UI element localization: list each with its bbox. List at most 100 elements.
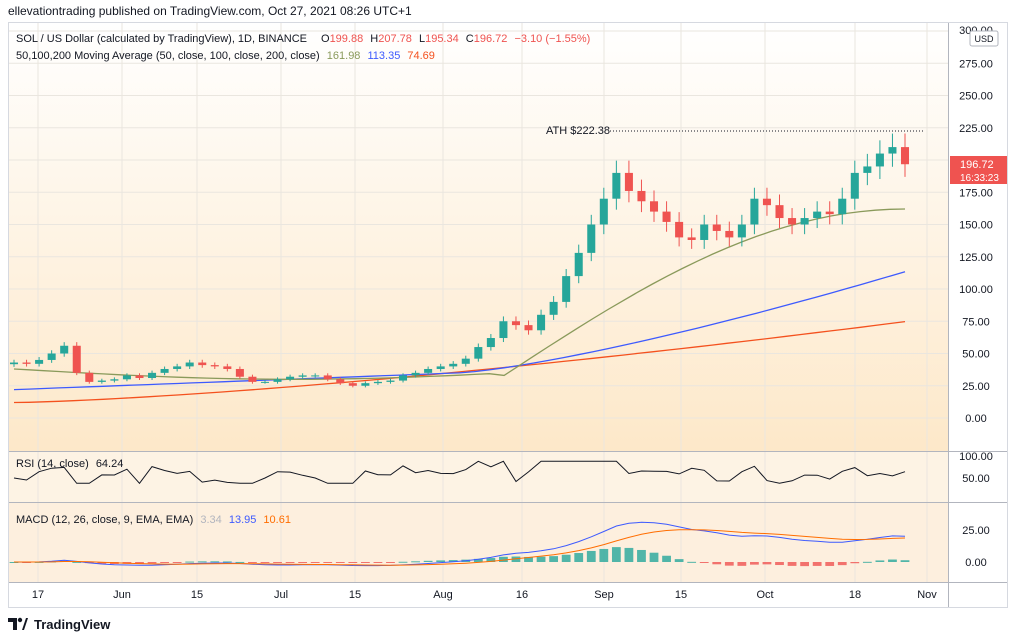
publish-text: ellevationtrading published on TradingVi… [8,4,412,18]
macd-hist-bar [411,561,420,563]
x-tick-label: Jun [113,589,131,601]
macd-hist-bar [160,562,169,563]
candle-body [775,205,784,219]
macd-hist-bar [524,556,533,562]
currency-badge[interactable] [969,30,999,47]
candle-body [875,153,884,167]
macd-pane-bg [9,503,948,582]
macd-hist-bar [888,559,897,562]
x-tick-label: Nov [917,589,937,601]
macd-hist-bar [310,562,320,563]
footer: TradingView [8,612,110,636]
macd-hist-bar [235,561,245,563]
macd-hist-bar [599,548,609,562]
h-label: H [370,33,378,45]
candle-body [399,375,408,381]
candle-body [210,365,219,367]
candle-body [486,338,495,348]
ma100-value: 113.35 [368,50,401,62]
candle-body [813,211,822,219]
candle-body [750,198,759,225]
macd-hist-bar [197,561,207,563]
candle-body [348,383,357,386]
candle-body [562,276,571,302]
signal-line [14,529,906,566]
x-tick-label: 15 [349,589,361,601]
macd-hist-bar [662,555,671,562]
legend-ohlc: O199.88 H207.78 L195.34 C196.72 −3.10 (−… [321,33,590,45]
candle-body [160,368,169,373]
candle-body [800,218,809,225]
candle-body [336,379,345,384]
candle-body [549,301,558,315]
macd-tick-label: 25.00 [962,525,990,537]
chart-frame[interactable] [8,22,1008,608]
x-tick-label: Oct [756,589,773,601]
macd-hist-bar [448,560,458,562]
ma50-value: 161.98 [327,50,361,62]
candle-body [311,375,320,377]
candle-body [386,380,395,382]
footer-brand: TradingView [34,616,111,632]
macd-hist-bar [624,547,634,562]
candle-body [675,221,684,238]
macd-pane [9,521,910,567]
macd-hist-bar [549,556,559,562]
x-tick-label: 16 [516,589,528,601]
macd-hist-bar [737,562,747,566]
candle-body [185,362,194,367]
y-tick-label: 75.00 [962,316,990,328]
change-value: −3.10 (−1.55%) [514,33,590,45]
currency-label: USD [974,34,994,44]
macd-hist-bar [323,562,333,563]
y-tick-label: 50.00 [962,349,990,361]
rsi-label: RSI (14, close) [16,458,89,470]
candle-body [838,198,847,215]
candle-body [700,224,709,240]
candle-body [223,366,232,369]
legend-ma: 50,100,200 Moving Average (50, close, 10… [16,50,435,62]
macd-hist-bar [574,553,584,562]
candle-body [499,321,508,339]
price-badge-price: 196.72 [960,159,994,171]
rsi-value: 64.24 [96,458,124,470]
l-label: L [419,33,425,45]
candle-body [273,379,282,382]
candle-body [537,314,546,331]
candle-body [687,237,696,240]
candle-body [122,375,131,380]
macd-hist-bar [222,561,232,563]
macd-hist-bar [900,560,910,562]
macd-hist-bar [386,562,395,563]
rsi-legend: RSI (14, close) 64.24 [16,458,123,470]
axes: 300.00275.00250.00225.00200.00175.00150.… [32,25,993,601]
macd-hist-bar [775,562,784,566]
macd-hist-bar [335,562,345,563]
y-tick-label: 25.00 [962,381,990,393]
candle-body [662,211,671,222]
price-badge [950,156,1007,184]
candle-body [260,381,270,383]
candle-body [624,172,633,191]
macd-hist-bar [97,562,107,564]
macd-legend: MACD (12, 26, close, 9, EMA, EMA) 3.34 1… [16,514,291,526]
rsi-line [13,460,906,485]
publish-header: ellevationtrading published on TradingVi… [0,0,1024,22]
macd-hist-bar [674,559,684,562]
macd-hist-bar [499,556,508,562]
macd-hist-bar [561,554,571,562]
macd-hist-bar [649,552,659,562]
macd-hist-bar [172,562,182,563]
candle-body [725,230,734,238]
candle-body [612,172,621,199]
candle-body [85,372,94,382]
macd-hist-bar [360,562,370,563]
macd-hist-bar [787,562,797,566]
candle-body [637,190,646,202]
ma100-line [13,271,906,391]
x-tick-label: Sep [594,589,614,601]
c-value: 196.72 [474,33,508,45]
candle-body [863,166,872,173]
candle-body [373,381,382,384]
